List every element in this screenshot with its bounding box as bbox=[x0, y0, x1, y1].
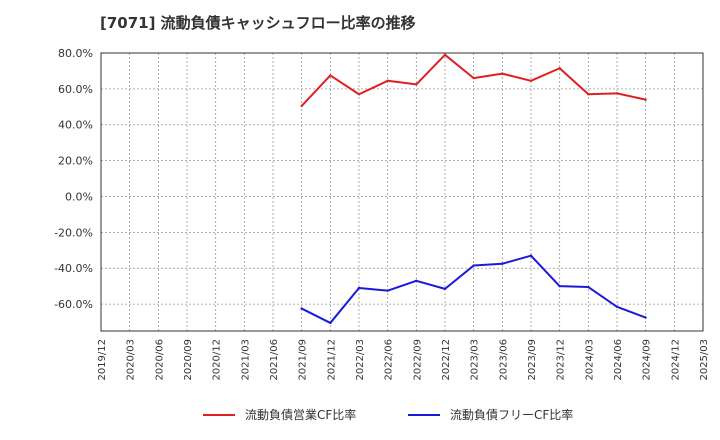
series-1-point bbox=[529, 79, 533, 83]
x-tick-label: 2023/12 bbox=[556, 339, 567, 381]
x-tick-label: 2022/06 bbox=[384, 339, 395, 381]
x-tick-label: 2021/09 bbox=[298, 339, 309, 381]
y-tick-label: 60.0% bbox=[58, 83, 93, 96]
x-tick-label: 2023/06 bbox=[498, 339, 509, 381]
plot-area-frame bbox=[100, 52, 704, 332]
series-2-point bbox=[529, 254, 533, 257]
series-1-point bbox=[329, 74, 332, 77]
y-tick-label: 80.0% bbox=[58, 47, 93, 60]
x-tick-label: 2020/09 bbox=[183, 339, 194, 381]
series-1-point bbox=[415, 83, 418, 86]
series-layer bbox=[300, 53, 647, 325]
legend-label-2: 流動負債フリーCF比率 bbox=[450, 407, 573, 422]
series-1-point bbox=[357, 93, 361, 96]
x-tick-label: 2024/06 bbox=[613, 339, 624, 381]
series-1-point bbox=[558, 67, 561, 70]
x-tick-label: 2022/09 bbox=[412, 339, 423, 381]
legend: 流動負債営業CF比率 流動負債フリーCF比率 bbox=[203, 407, 573, 422]
x-tick-label: 2024/12 bbox=[670, 339, 681, 381]
series-2-point bbox=[587, 285, 590, 289]
series-2-point bbox=[300, 307, 303, 310]
x-tick-label: 2019/12 bbox=[97, 339, 108, 381]
series-1-point bbox=[501, 72, 504, 75]
y-tick-label: -20.0% bbox=[54, 226, 93, 239]
y-tick-label: 40.0% bbox=[58, 119, 93, 132]
series-1-point bbox=[472, 76, 475, 80]
x-tick-label: 2021/12 bbox=[326, 339, 337, 381]
y-tick-label: -40.0% bbox=[54, 262, 93, 275]
series-2-point bbox=[329, 321, 332, 325]
series-2-point bbox=[472, 264, 475, 267]
series-1-point bbox=[644, 98, 647, 101]
x-tick-label: 2021/06 bbox=[269, 339, 280, 381]
x-tick-label: 2022/12 bbox=[441, 339, 452, 381]
x-tick-label: 2020/12 bbox=[212, 339, 223, 381]
x-tick-label: 2022/03 bbox=[355, 339, 366, 381]
series-2-point bbox=[357, 286, 361, 290]
series-2-point bbox=[443, 287, 447, 291]
y-axis-ticks: 80.0% 60.0% 40.0% 20.0% 0.0% -20.0% -40.0% -60.… bbox=[54, 47, 93, 311]
x-tick-label: 2020/06 bbox=[154, 339, 165, 381]
x-tick-label: 2021/03 bbox=[240, 339, 251, 381]
chart-title: [7071] 流動負債キャッシュフロー比率の推移 bbox=[100, 14, 416, 32]
y-tick-label: 0.0% bbox=[65, 190, 93, 203]
grid-layer bbox=[100, 52, 704, 331]
y-tick-label: 20.0% bbox=[58, 155, 93, 168]
series-1-point bbox=[300, 104, 303, 108]
x-tick-label: 2024/09 bbox=[642, 339, 653, 381]
x-tick-label: 2023/09 bbox=[527, 339, 538, 381]
series-2-point bbox=[386, 289, 389, 292]
series-2-point bbox=[501, 262, 504, 265]
x-tick-label: 2025/03 bbox=[699, 339, 710, 381]
series-2-point bbox=[558, 284, 561, 288]
y-tick-label: -60.0% bbox=[54, 298, 93, 311]
x-tick-label: 2020/03 bbox=[126, 339, 137, 381]
series-2-point bbox=[615, 305, 619, 308]
x-axis-ticks: 2019/12 2020/03 2020/06 2020/09 2020/12 2021/… bbox=[97, 339, 710, 381]
series-2-point bbox=[415, 279, 418, 282]
x-tick-label: 2023/03 bbox=[470, 339, 481, 381]
x-tick-label: 2024/03 bbox=[584, 339, 595, 381]
series-1-point bbox=[443, 53, 447, 56]
series-2-point bbox=[644, 316, 647, 319]
series-1-point bbox=[615, 92, 619, 95]
legend-label-1: 流動負債営業CF比率 bbox=[245, 407, 356, 422]
series-1-point bbox=[587, 93, 590, 96]
series-1-point bbox=[386, 79, 389, 83]
